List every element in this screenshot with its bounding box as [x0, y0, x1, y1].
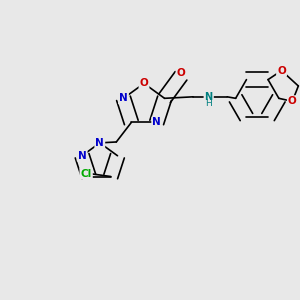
- Text: H: H: [205, 99, 212, 108]
- Text: N: N: [95, 138, 104, 148]
- Text: Cl: Cl: [80, 169, 92, 178]
- Text: O: O: [277, 66, 286, 76]
- Text: N: N: [119, 93, 128, 103]
- Text: N: N: [152, 118, 161, 128]
- Text: O: O: [177, 68, 185, 78]
- Text: N: N: [205, 92, 213, 102]
- Text: O: O: [288, 96, 297, 106]
- Text: N: N: [78, 151, 86, 161]
- Text: O: O: [140, 78, 148, 88]
